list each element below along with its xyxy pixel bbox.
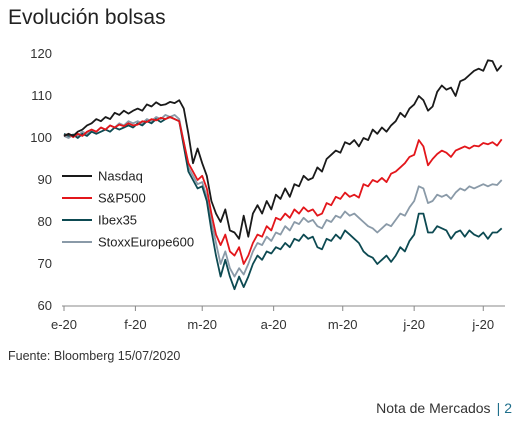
y-tick-label: 110 [31,88,52,103]
line-chart: 60 70 80 90 100 110 120 e-20 f-20 m-20 a-20 m-20 j-… [30,46,505,332]
legend-label: Nasdaq [98,169,143,184]
footer: Nota de Mercados | 2 [376,400,512,416]
y-tick-label: 120 [30,46,52,61]
legend-label: S&P500 [98,191,146,206]
x-tick-label: m-20 [187,317,217,332]
x-tick-label: f-20 [124,317,146,332]
series-line-stoxxeurope600 [63,114,503,278]
footer-separator: | [496,400,501,416]
x-tick-label: j-20 [402,317,425,332]
page-number: 2 [504,400,512,416]
x-tick-label: m-20 [328,317,358,332]
chart-title: Evolución bolsas [8,6,166,29]
y-tick-label: 60 [38,298,52,313]
series-line-s-p500 [63,116,503,265]
series-line-nasdaq [63,59,503,240]
series-lines [63,59,503,291]
legend: Nasdaq S&P500 Ibex35 StoxxEurope600 [62,169,194,250]
y-tick-label: 70 [38,256,52,271]
footer-label: Nota de Mercados [376,400,491,416]
x-tick-label: a-20 [261,317,287,332]
x-axis: e-20 f-20 m-20 a-20 m-20 j-20 j-20 [51,306,494,332]
y-tick-label: 90 [38,172,52,187]
x-tick-label: e-20 [51,317,77,332]
source-note: Fuente: Bloomberg 15/07/2020 [8,349,181,363]
legend-label: Ibex35 [98,213,137,228]
x-tick-label: j-20 [471,317,494,332]
legend-label: StoxxEurope600 [98,235,194,250]
y-tick-label: 100 [30,130,52,145]
y-tick-label: 80 [38,214,52,229]
y-axis: 60 70 80 90 100 110 120 [30,46,52,313]
